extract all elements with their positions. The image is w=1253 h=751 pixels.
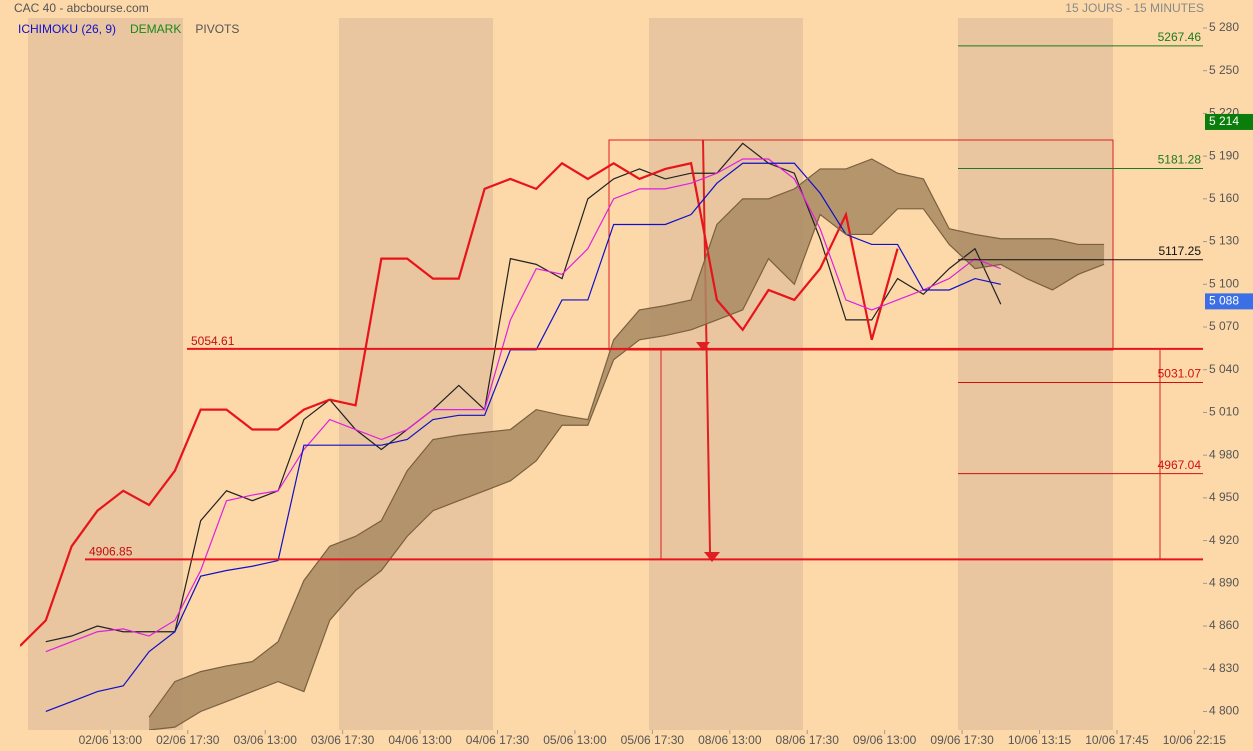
y-tick-label: 5 040 [1209,362,1239,376]
legend-entry: DEMARK [130,22,181,36]
y-tick-label: 5 280 [1209,20,1239,34]
x-tick-label: 10/06 13:15 [1008,733,1072,747]
session-bands [28,18,1113,730]
x-tick-label: 02/06 17:30 [156,733,220,747]
arrow-head [696,342,710,351]
arrow-head [704,552,720,562]
x-tick-label: 09/06 13:00 [853,733,917,747]
plot [20,142,1105,730]
x-tick-label: 04/06 13:00 [388,733,452,747]
x-tick-label: 05/06 17:30 [621,733,685,747]
pivot-label: 5117.25 [1159,244,1202,258]
range-box [608,139,1114,351]
y-tick-label: 5 100 [1209,276,1239,290]
session-band [958,18,1113,730]
x-tick-label: 09/06 17:30 [930,733,994,747]
x-tick-label: 04/06 17:30 [466,733,530,747]
y-tick-label: 4 830 [1209,661,1239,675]
y-tick-label: 4 860 [1209,618,1239,632]
x-tick-label: 05/06 13:00 [543,733,607,747]
x-tick-label: 08/06 13:00 [698,733,762,747]
session-band [649,18,803,730]
series-line [148,158,1105,718]
legend-entry: PIVOTS [195,22,239,36]
pivot-label: 5267.46 [1158,30,1202,44]
series-line [20,161,899,647]
y-tick-label: 5 160 [1209,191,1239,205]
chart-title: CAC 40 - abcbourse.com [14,1,149,15]
chart-subtitle: 15 JOURS - 15 MINUTES [1065,1,1204,15]
support-label: 4906.85 [89,545,133,559]
y-tick-label: 4 890 [1209,575,1239,589]
cloud [149,158,1105,730]
x-tick-label: 03/06 17:30 [311,733,375,747]
y-tick-label: 5 130 [1209,234,1239,248]
session-band [339,18,493,730]
x-tick-label: 02/06 13:00 [79,733,143,747]
price-badge-label: 5 088 [1209,294,1239,308]
y-tick-label: 4 980 [1209,447,1239,461]
x-tick-label: 10/06 22:15 [1163,733,1227,747]
pivot-label: 5031.07 [1158,367,1202,381]
session-band [28,18,183,730]
y-tick-label: 5 250 [1209,63,1239,77]
y-tick-label: 4 950 [1209,490,1239,504]
x-tick-label: 03/06 13:00 [234,733,298,747]
pivot-label: 4967.04 [1158,458,1202,472]
y-tick-label: 5 010 [1209,405,1239,419]
y-tick-label: 4 920 [1209,533,1239,547]
series-line [45,142,1002,643]
y-tick-label: 5 190 [1209,148,1239,162]
price-badge-label: 5 214 [1209,114,1239,128]
support-label: 5054.61 [191,334,235,348]
price-badge [1205,113,1253,130]
x-tick-label: 08/06 17:30 [776,733,840,747]
y-tick-label: 5 070 [1209,319,1239,333]
y-tick-label: 4 800 [1209,704,1239,718]
pivot-label: 5181.28 [1158,153,1202,167]
price-badge [1205,293,1253,310]
x-tick-label: 10/06 17:45 [1085,733,1149,747]
legend-entry: ICHIMOKU (26, 9) [18,22,116,36]
